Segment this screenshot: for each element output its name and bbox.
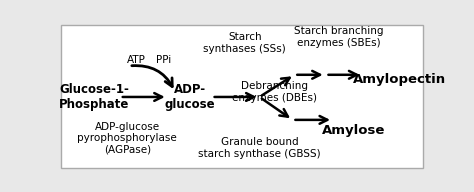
Text: PPi: PPi xyxy=(156,55,172,65)
Text: ADP-glucose
pyrophosphorylase
(AGPase): ADP-glucose pyrophosphorylase (AGPase) xyxy=(77,122,177,155)
Text: Starch
synthases (SSs): Starch synthases (SSs) xyxy=(203,32,286,54)
Text: Granule bound
starch synthase (GBSS): Granule bound starch synthase (GBSS) xyxy=(198,137,321,159)
Text: Amylopectin: Amylopectin xyxy=(353,74,446,86)
Text: Glucose-1-
Phosphate: Glucose-1- Phosphate xyxy=(59,83,129,111)
Text: Debranching
enzymes (DBEs): Debranching enzymes (DBEs) xyxy=(232,81,317,103)
Text: ADP-
glucose: ADP- glucose xyxy=(164,83,215,111)
Text: Starch branching
enzymes (SBEs): Starch branching enzymes (SBEs) xyxy=(294,26,383,48)
Text: Amylose: Amylose xyxy=(321,124,385,137)
FancyBboxPatch shape xyxy=(61,25,423,168)
Text: ATP: ATP xyxy=(127,55,146,65)
